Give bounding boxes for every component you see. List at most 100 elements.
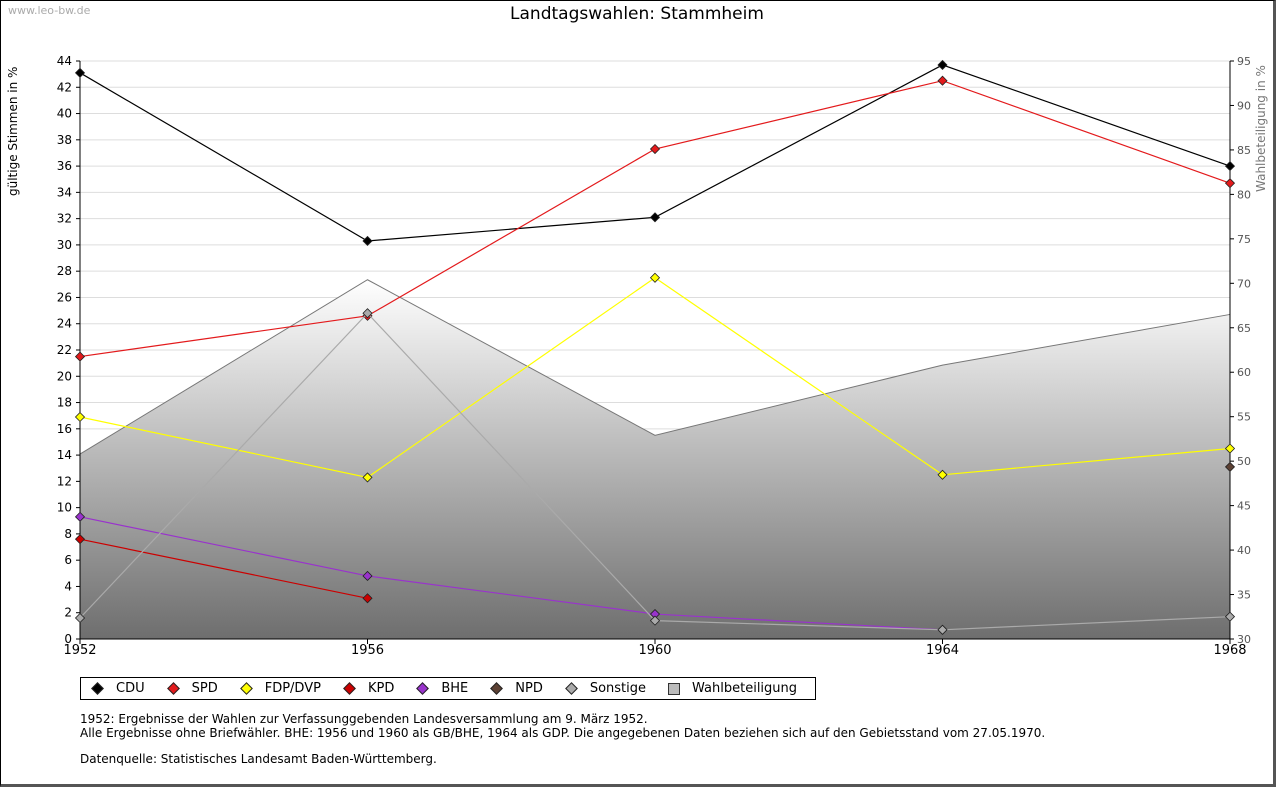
legend-item: FDP/DVP	[239, 681, 321, 696]
y-tick-label: 6	[64, 553, 72, 567]
y-tick-label: 38	[57, 133, 72, 147]
y2-tick-label: 85	[1237, 144, 1251, 157]
turnout-line	[79, 279, 1231, 455]
data-point-cdu	[649, 212, 661, 223]
chart-svg: 0246810121416182022242628303234363840424…	[6, 54, 1268, 658]
y-tick-label: 14	[57, 448, 72, 462]
y2-tick-label: 65	[1237, 322, 1251, 335]
y2-tick-label: 45	[1237, 500, 1251, 513]
y2-tick-label: 35	[1237, 589, 1251, 602]
legend-marker	[166, 682, 180, 695]
data-point-fdpdvp	[937, 469, 948, 480]
legend-item: Wahlbeteiligung	[668, 681, 797, 696]
y-tick-label: 30	[57, 238, 72, 252]
x-tick-label: 1956	[351, 643, 384, 658]
series-line-kpd	[79, 538, 368, 599]
data-point-kpd	[362, 593, 373, 604]
y-tick-label: 0	[64, 632, 72, 646]
legend-item: CDU	[91, 681, 145, 696]
y-tick-label: 24	[57, 317, 72, 331]
legend-label: Wahlbeteiligung	[692, 681, 798, 696]
data-point-fdpdvp	[1224, 443, 1236, 454]
x-tick-label: 1952	[63, 643, 96, 658]
y-tick-label: 36	[57, 159, 72, 173]
y-tick-label: 8	[64, 527, 72, 541]
data-point-sonstige	[74, 612, 86, 624]
turnout-area	[80, 279, 1230, 639]
y-tick-label: 26	[57, 290, 72, 304]
y-tick-label: 28	[57, 264, 72, 278]
y2-axis-label: Wahlbeteiligung in %	[1254, 65, 1268, 192]
y-tick-label: 4	[64, 579, 72, 593]
data-point-bhe	[74, 511, 86, 522]
data-point-spd	[1224, 178, 1236, 189]
legend-marker	[490, 682, 504, 695]
data-point-sonstige	[1224, 611, 1236, 622]
chart-title: Landtagswahlen: Stammheim	[510, 4, 764, 24]
legend-item: BHE	[416, 681, 468, 696]
data-point-fdpdvp	[362, 472, 373, 483]
y2-tick-label: 55	[1237, 411, 1251, 424]
y-tick-label: 42	[57, 80, 72, 94]
y-tick-label: 10	[57, 501, 72, 515]
legend-marker	[239, 682, 253, 695]
data-point-cdu	[937, 59, 948, 71]
data-point-cdu	[362, 235, 373, 247]
watermark: www.leo-bw.de	[8, 4, 91, 17]
legend-marker	[91, 682, 104, 695]
y2-tick-label: 50	[1237, 455, 1251, 468]
data-point-sonstige	[937, 624, 948, 635]
legend-label: BHE	[441, 681, 469, 696]
y-tick-label: 40	[57, 107, 72, 121]
y-tick-label: 20	[57, 369, 72, 383]
y2-tick-label: 95	[1237, 55, 1251, 68]
y2-tick-label: 40	[1237, 544, 1251, 557]
y-tick-label: 44	[57, 54, 72, 68]
legend-label: Sonstige	[589, 681, 647, 696]
y2-tick-label: 80	[1237, 188, 1251, 201]
y-tick-label: 34	[57, 185, 72, 199]
legend-item: Sonstige	[564, 681, 647, 696]
data-point-fdpdvp	[649, 272, 661, 283]
legend-label: NPD	[515, 681, 543, 696]
legend-item: SPD	[166, 681, 218, 696]
y-tick-label: 16	[57, 422, 72, 436]
legend-label: SPD	[191, 681, 218, 696]
note-line-1: 1952: Ergebnisse der Wahlen zur Verfassu…	[80, 712, 648, 726]
y-tick-label: 32	[57, 212, 72, 226]
data-point-spd	[74, 351, 86, 362]
data-point-npd	[1224, 461, 1236, 472]
legend-item: NPD	[490, 681, 543, 696]
legend-marker	[564, 682, 578, 695]
data-point-sonstige	[649, 615, 661, 626]
data-point-bhe	[362, 570, 373, 582]
legend-item: KPD	[343, 681, 394, 696]
data-point-spd	[937, 75, 948, 86]
data-point-cdu	[74, 67, 86, 78]
legend-marker	[343, 682, 356, 695]
y-tick-label: 12	[57, 474, 72, 488]
legend-swatch	[668, 682, 681, 695]
data-point-fdpdvp	[74, 411, 86, 423]
data-point-spd	[649, 143, 661, 155]
y-tick-label: 18	[57, 396, 72, 410]
y2-tick-label: 75	[1237, 233, 1251, 246]
x-tick-label: 1960	[638, 643, 671, 658]
notes: 1952: Ergebnisse der Wahlen zur Verfassu…	[80, 712, 1045, 766]
data-point-sonstige	[362, 308, 373, 319]
y-tick-label: 2	[64, 606, 72, 620]
x-tick-label: 1964	[926, 643, 959, 658]
legend-label: KPD	[367, 681, 395, 696]
y2-tick-label: 60	[1237, 366, 1251, 379]
y2-tick-label: 70	[1237, 277, 1251, 290]
legend: CDU SPD FDP/DVP KPD BHE NPD Sonstige Wahlbeteil…	[80, 677, 817, 700]
y-tick-label: 22	[57, 343, 72, 357]
note-source: Datenquelle: Statistisches Landesamt Bad…	[80, 752, 437, 766]
legend-marker	[416, 682, 430, 695]
legend-label: CDU	[116, 681, 145, 696]
y2-tick-label: 90	[1237, 99, 1251, 112]
x-tick-label: 1968	[1213, 643, 1246, 658]
note-line-2: Alle Ergebnisse ohne Briefwähler. BHE: 1…	[80, 726, 1046, 740]
data-point-kpd	[74, 534, 86, 545]
data-point-cdu	[1224, 161, 1236, 172]
